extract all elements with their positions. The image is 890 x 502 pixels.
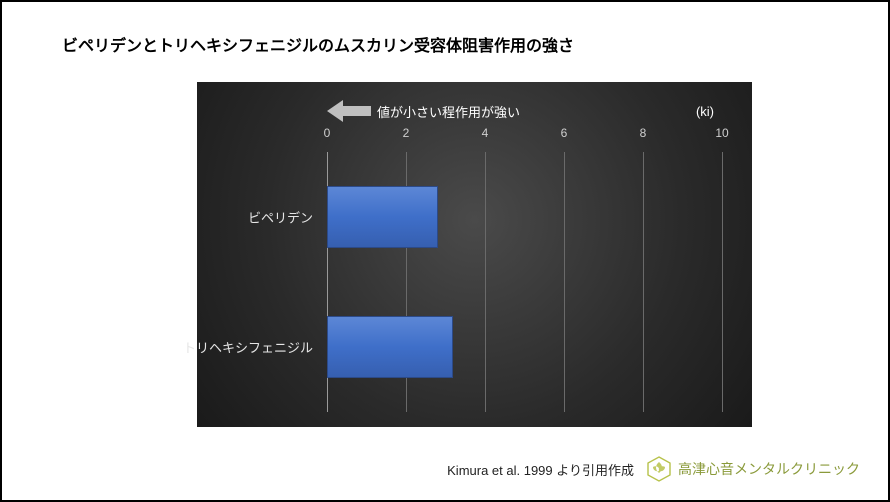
category-label: トリヘキシフェニジル: [183, 338, 327, 357]
category-label: ビペリデン: [248, 208, 327, 227]
citation-text: Kimura et al. 1999 より引用作成: [447, 460, 634, 479]
clinic-logo-icon: [646, 456, 672, 482]
x-tick-label: 6: [561, 126, 568, 140]
unit-label: (ki): [696, 104, 722, 119]
plot-area: 0246810 ビペリデントリヘキシフェニジル: [327, 152, 722, 412]
chart-container: 値が小さい程作用が強い (ki) 0246810 ビペリデントリヘキシフェニジル: [197, 82, 752, 427]
page-title: ビペリデンとトリヘキシフェニジルのムスカリン受容体阻害作用の強さ: [62, 32, 574, 56]
x-tick-label: 4: [482, 126, 489, 140]
chart-annotation-row: 値が小さい程作用が強い (ki): [327, 100, 722, 122]
grid-line: [564, 152, 565, 412]
annotation-text: 値が小さい程作用が強い: [377, 102, 520, 121]
bar: [327, 316, 453, 378]
x-tick-label: 2: [403, 126, 410, 140]
grid-line: [722, 152, 723, 412]
clinic-block: 高津心音メンタルクリニック: [646, 456, 860, 482]
x-tick-label: 0: [324, 126, 331, 140]
footer: Kimura et al. 1999 より引用作成 高津心音メンタルクリニック: [447, 456, 860, 482]
arrow-left-icon: [327, 100, 371, 122]
grid-line: [485, 152, 486, 412]
x-tick-label: 8: [640, 126, 647, 140]
grid-line: [643, 152, 644, 412]
clinic-name: 高津心音メンタルクリニック: [678, 459, 860, 479]
bar: [327, 186, 438, 248]
x-tick-row: 0246810: [327, 126, 722, 146]
x-tick-label: 10: [715, 126, 728, 140]
